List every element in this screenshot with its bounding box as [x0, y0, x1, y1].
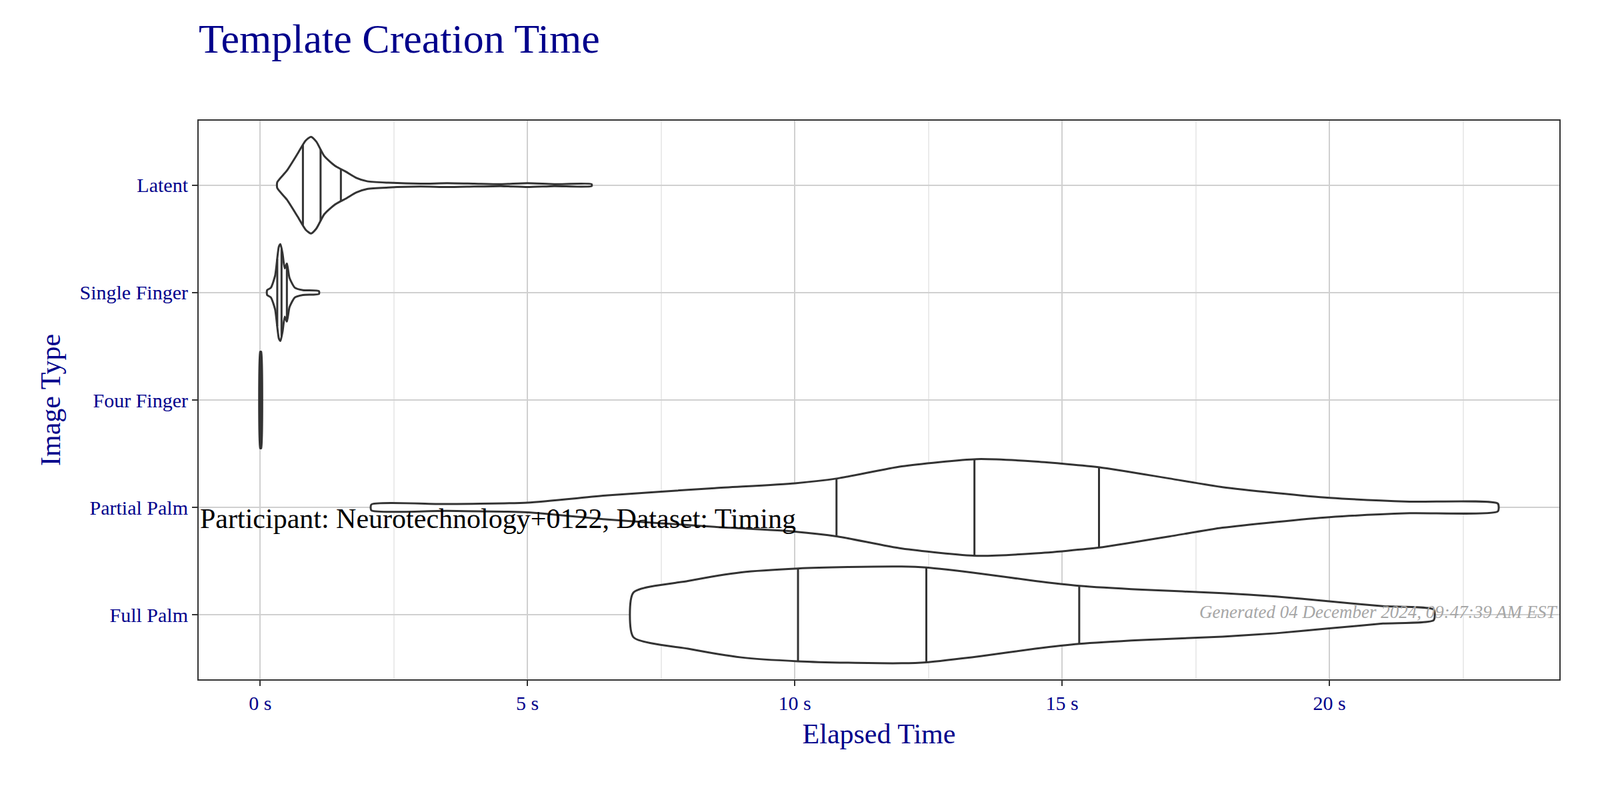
svg-text:Latent: Latent	[136, 174, 188, 196]
svg-text:20 s: 20 s	[1313, 692, 1346, 714]
svg-text:10 s: 10 s	[778, 692, 812, 714]
svg-text:Image Type: Image Type	[35, 334, 66, 466]
svg-text:0 s: 0 s	[248, 692, 272, 714]
svg-text:Template Creation Time: Template Creation Time	[198, 16, 600, 62]
svg-text:5 s: 5 s	[516, 692, 539, 714]
svg-text:Single Finger: Single Finger	[80, 281, 189, 304]
svg-text:Full Palm: Full Palm	[109, 604, 188, 626]
svg-text:Generated 04 December 2024, 09: Generated 04 December 2024, 09:47:39 AM …	[1199, 602, 1558, 622]
svg-text:Participant: Neurotechnology+0: Participant: Neurotechnology+0122, Datas…	[200, 503, 796, 534]
svg-text:Four Finger: Four Finger	[93, 389, 189, 412]
svg-text:Elapsed Time: Elapsed Time	[802, 718, 956, 750]
svg-text:15 s: 15 s	[1046, 692, 1079, 714]
svg-text:Partial Palm: Partial Palm	[90, 496, 188, 519]
